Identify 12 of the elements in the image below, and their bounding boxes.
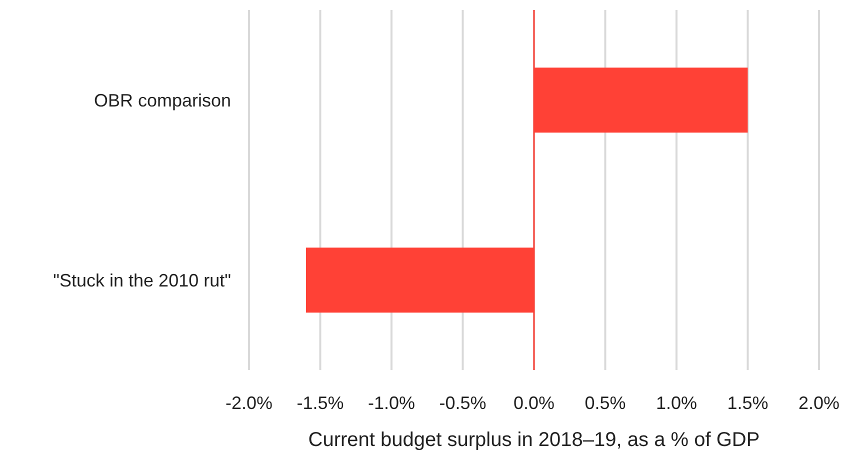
x-tick-label: 2.0% [798,392,840,413]
x-tick-label: 1.0% [656,392,698,413]
y-tick-label: "Stuck in the 2010 rut" [53,270,231,290]
x-tick-label: 0.0% [513,392,555,413]
x-tick-label: 1.5% [727,392,768,413]
x-tick-label: -1.5% [296,392,344,413]
x-axis-title: Current budget surplus in 2018–19, as a % of GDP [308,429,760,450]
x-tick-label: -1.0% [368,392,416,413]
y-tick-label: OBR comparison [94,90,231,110]
x-tick-label: 0.5% [584,392,626,413]
x-tick-label: -2.0% [225,392,273,413]
x-tick-label: -0.5% [439,392,486,413]
